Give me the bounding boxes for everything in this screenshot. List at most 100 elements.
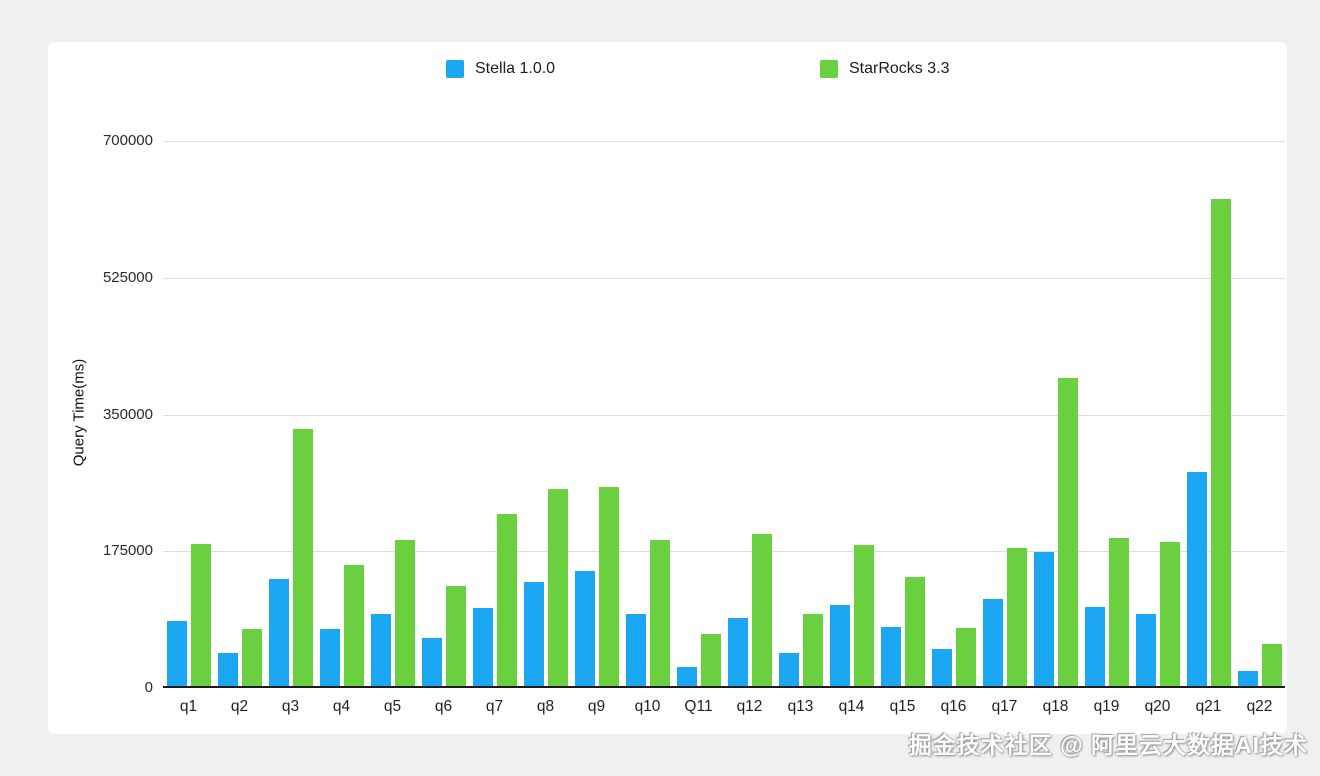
x-tick-label-q18: q18 [1042,698,1069,715]
bar-group-q12 [724,141,775,686]
bar-group-q18 [1030,141,1081,686]
bar-stella-q4 [319,629,340,686]
x-tick-label-q12: q12 [736,698,763,715]
x-tick-label-q10: q10 [634,698,661,715]
chart-panel: Stella 1.0.0 StarRocks 3.3 Query Time(ms… [48,42,1287,734]
legend-item-starrocks: StarRocks 3.3 [820,60,949,78]
gridline-175000 [163,551,1285,553]
gridline-350000 [163,414,1285,416]
x-tick-label-q9: q9 [587,698,606,715]
y-tick-label-0: 0 [144,679,153,696]
bar-stella-q3 [268,578,289,686]
bar-stella-q17 [982,598,1003,686]
bar-starrocks-q6 [445,586,466,686]
bar-starrocks-Q11 [700,633,721,686]
bar-group-q7 [469,141,520,686]
bar-stella-q9 [574,570,595,686]
bar-group-q17 [979,141,1030,686]
bar-group-q9 [571,141,622,686]
watermark: 掘金技术社区 @ 阿里云大数据AI技术 [908,732,1308,758]
x-tick-label-q1: q1 [179,698,198,715]
bar-stella-q2 [217,653,238,686]
x-tick-label-q13: q13 [787,698,814,715]
bar-starrocks-q22 [1261,643,1282,686]
bar-group-Q11 [673,141,724,686]
bar-stella-q5 [370,613,391,686]
bar-starrocks-q7 [496,513,517,686]
bar-starrocks-q17 [1006,548,1027,686]
bar-starrocks-q10 [649,539,670,686]
bar-starrocks-q13 [802,613,823,686]
bar-group-q13 [775,141,826,686]
y-tick-label-700000: 700000 [102,132,153,149]
x-tick-label-q7: q7 [485,698,504,715]
bar-starrocks-q1 [190,543,211,686]
bar-group-q1 [163,141,214,686]
bar-starrocks-q16 [955,628,976,686]
bar-stella-q10 [625,613,646,686]
x-tick-label-q15: q15 [889,698,916,715]
bar-starrocks-q8 [547,489,568,686]
bar-starrocks-q4 [343,564,364,686]
bar-group-q4 [316,141,367,686]
x-tick-label-q8: q8 [536,698,555,715]
bar-stella-q12 [727,618,748,686]
bar-starrocks-q18 [1057,378,1078,686]
bar-group-q16 [928,141,979,686]
x-tick-label-q22: q22 [1246,698,1273,715]
bar-stella-q20 [1135,614,1156,686]
bar-group-q14 [826,141,877,686]
bar-starrocks-q12 [751,534,772,686]
legend-item-stella: Stella 1.0.0 [446,60,555,78]
x-tick-label-q17: q17 [991,698,1018,715]
x-tick-label-q14: q14 [838,698,865,715]
bar-stella-q8 [523,582,544,686]
bar-group-q20 [1132,141,1183,686]
x-tick-label-q19: q19 [1093,698,1120,715]
bar-group-q5 [367,141,418,686]
bar-starrocks-q9 [598,486,619,686]
gridline-700000 [163,141,1285,142]
x-tick-label-q2: q2 [230,698,249,715]
bar-stella-q13 [778,653,799,686]
x-axis-labels: q1 q2 q3 q4 q5 q6 q7 q8 q9 q10 Q11 q12 q13 q14 q15 q16 q… [163,698,1285,716]
x-tick-label-q6: q6 [434,698,453,715]
x-tick-label-q3: q3 [281,698,300,715]
bar-stella-q18 [1033,552,1054,686]
y-tick-label-525000: 525000 [102,268,153,286]
bar-group-q2 [214,141,265,686]
x-tick-label-q16: q16 [940,698,967,715]
bar-starrocks-q3 [292,429,313,686]
bar-stella-q15 [880,626,901,686]
bar-stella-q7 [472,608,493,686]
bar-group-q22 [1234,141,1285,686]
y-tick-label-350000: 350000 [102,405,153,423]
bars-layer [163,141,1285,686]
bar-stella-q22 [1237,671,1258,686]
x-tick-label-q21: q21 [1195,698,1222,715]
bar-starrocks-q19 [1108,538,1129,686]
legend-swatch-stella-icon [446,60,464,78]
bar-stella-q6 [421,637,442,686]
bar-stella-q19 [1084,606,1105,686]
legend-swatch-starrocks-icon [820,60,838,78]
bar-stella-Q11 [676,666,697,686]
bar-starrocks-q20 [1159,541,1180,686]
bar-starrocks-q15 [904,577,925,686]
bar-group-q6 [418,141,469,686]
bar-group-q21 [1183,141,1234,686]
legend-label-starrocks: StarRocks 3.3 [849,60,950,77]
bar-starrocks-q21 [1210,199,1231,686]
bar-stella-q21 [1186,471,1207,686]
bar-starrocks-q14 [853,545,874,686]
bar-stella-q14 [829,605,850,686]
y-tick-label-175000: 175000 [102,542,153,560]
x-tick-label-q4: q4 [332,698,351,715]
bar-stella-q1 [166,621,187,686]
bar-stella-q16 [931,649,952,686]
bar-group-q15 [877,141,928,686]
x-tick-label-q20: q20 [1144,698,1171,715]
x-tick-label-Q11: Q11 [684,698,713,715]
bar-group-q19 [1081,141,1132,686]
